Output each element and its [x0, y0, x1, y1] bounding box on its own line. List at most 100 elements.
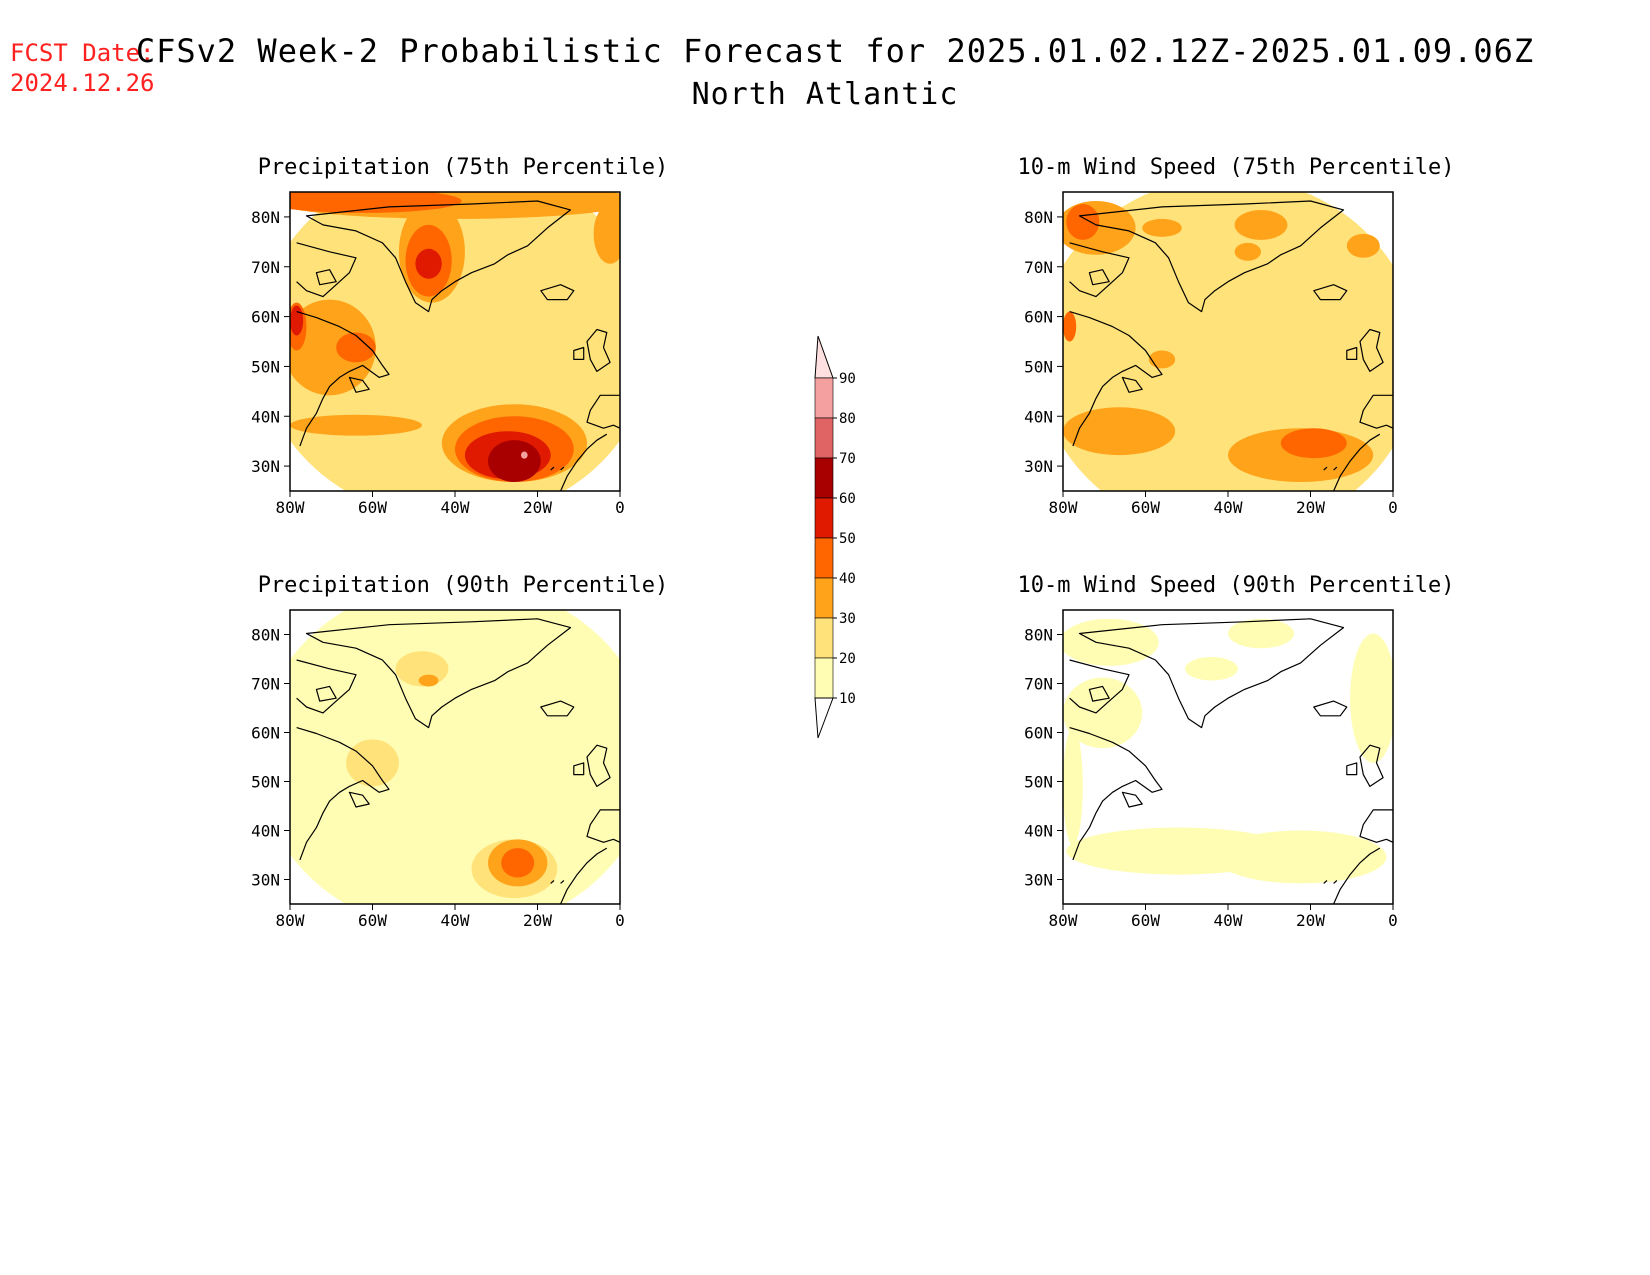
- probability-field: [290, 610, 620, 904]
- lon-label: 40W: [1214, 911, 1243, 930]
- lat-label: 50N: [1024, 773, 1053, 792]
- coastline-8: [1359, 394, 1393, 429]
- lat-label: 80N: [1024, 626, 1053, 645]
- probability-contour-2: [1185, 657, 1238, 681]
- coastline-5: [540, 284, 575, 301]
- lat-label: 40N: [1024, 407, 1053, 426]
- coastline-10: [1323, 880, 1338, 884]
- probability-contour-6: [1063, 407, 1176, 456]
- probability-contour-16: [521, 451, 528, 459]
- coastline-10: [1323, 466, 1338, 471]
- map-panel-precip-75: Precipitation (75th Percentile) 80N 70N 60N…: [251, 155, 668, 517]
- coastline-8: [586, 809, 620, 843]
- figure-title-block: CFSv2 Week-2 Probabilistic Forecast for …: [0, 32, 1650, 114]
- probability-contour-9: [336, 332, 376, 363]
- probability-contour-4: [1063, 677, 1143, 749]
- figure-title: CFSv2 Week-2 Probabilistic Forecast for …: [135, 32, 1535, 70]
- probability-contour-3: [1234, 209, 1288, 240]
- coastline-7: [1346, 346, 1358, 360]
- lat-label: 80N: [1024, 208, 1053, 227]
- coastline-1: [1069, 659, 1130, 714]
- lon-label: 0: [615, 911, 625, 930]
- probability-contour-7: [1063, 727, 1083, 846]
- coastline-2: [1088, 685, 1110, 702]
- colorbar-segment-3: [814, 537, 834, 579]
- coastline-1: [296, 659, 357, 714]
- colorbar-segment-1: [814, 617, 834, 659]
- probability-contour-5: [501, 848, 535, 878]
- coastline-6: [1359, 328, 1384, 372]
- coastlines: [1069, 200, 1393, 491]
- lat-label: 70N: [1024, 675, 1053, 694]
- lon-label: 40W: [441, 911, 470, 930]
- coastlines: [296, 200, 620, 491]
- map-panel-wind-90: 10-m Wind Speed (90th Percentile) 80N 70N 6…: [1017, 573, 1454, 930]
- lon-label: 60W: [1131, 498, 1160, 517]
- coastline-5: [1313, 700, 1348, 717]
- lon-label: 80W: [1049, 498, 1078, 517]
- lat-label: 40N: [251, 407, 280, 426]
- probability-contour-12: [415, 248, 442, 279]
- coastline-6: [586, 328, 611, 372]
- lon-label: 20W: [523, 911, 552, 930]
- coastline-0: [1078, 618, 1345, 729]
- coastline-8: [1359, 809, 1393, 843]
- lat-label: 80N: [251, 626, 280, 645]
- lon-label: 0: [1388, 911, 1398, 930]
- lat-label: 40N: [1024, 822, 1053, 841]
- lat-label: 40N: [251, 822, 280, 841]
- colorbar-label: 30: [839, 611, 856, 627]
- probability-contour-15: [488, 440, 541, 483]
- probability-field: [290, 192, 620, 491]
- colorbar-label: 80: [839, 411, 856, 427]
- probability-contour-6: [593, 203, 620, 264]
- lon-label: 80W: [276, 498, 305, 517]
- map-panel-wind-75: 10-m Wind Speed (75th Percentile) 80N 70N 6…: [1017, 155, 1454, 517]
- coastline-9: [1333, 433, 1381, 491]
- colorbar-segment-6: [814, 417, 834, 459]
- probability-contour-0: [290, 610, 620, 904]
- region-subtitle: North Atlantic: [691, 77, 959, 112]
- colorbar-label: 60: [839, 491, 856, 507]
- coastline-4: [1121, 376, 1143, 393]
- coastline-4: [348, 376, 370, 393]
- coastline-3: [296, 311, 390, 447]
- coastline-2: [315, 685, 337, 702]
- probability-contour-7: [290, 192, 462, 213]
- panel-title: 10-m Wind Speed (75th Percentile): [1017, 155, 1454, 180]
- colorbar-label: 20: [839, 651, 856, 667]
- colorbar-segment-2: [814, 577, 834, 619]
- probability-contour-8: [1148, 350, 1176, 369]
- lat-label: 60N: [251, 308, 280, 327]
- colorbar-label: 50: [839, 531, 856, 547]
- map-panel-precip-90: Precipitation (90th Percentile) 80N 70N 60N…: [251, 573, 668, 930]
- lon-label: 60W: [1131, 911, 1160, 930]
- colorbar-top-extension: [814, 335, 834, 379]
- probability-contour-4: [1234, 242, 1262, 261]
- probability-contour-1: [1228, 618, 1294, 649]
- forecast-date-value: 2024.12.26: [10, 69, 155, 97]
- coastline-3: [1069, 311, 1163, 447]
- coastlines: [296, 618, 620, 904]
- coastline-1: [296, 242, 357, 298]
- colorbar-segment-4: [814, 497, 834, 539]
- lon-label: 20W: [1296, 911, 1325, 930]
- lat-label: 70N: [1024, 258, 1053, 277]
- lat-label: 30N: [1024, 871, 1053, 890]
- probability-contour-5: [290, 414, 422, 436]
- coastline-6: [586, 744, 611, 787]
- probability-contour-3: [1350, 633, 1393, 763]
- forecast-date-label: FCST Date:: [10, 39, 155, 67]
- panel-title: 10-m Wind Speed (90th Percentile): [1017, 573, 1454, 598]
- lon-label: 80W: [276, 911, 305, 930]
- probability-contour-14: [290, 305, 304, 336]
- coastline-10: [550, 880, 565, 884]
- lon-label: 20W: [523, 498, 552, 517]
- coastline-3: [1069, 727, 1163, 861]
- lat-label: 70N: [251, 675, 280, 694]
- lon-label: 40W: [441, 498, 470, 517]
- lat-label: 60N: [251, 724, 280, 743]
- coastline-3: [296, 727, 390, 861]
- coastline-8: [586, 394, 620, 429]
